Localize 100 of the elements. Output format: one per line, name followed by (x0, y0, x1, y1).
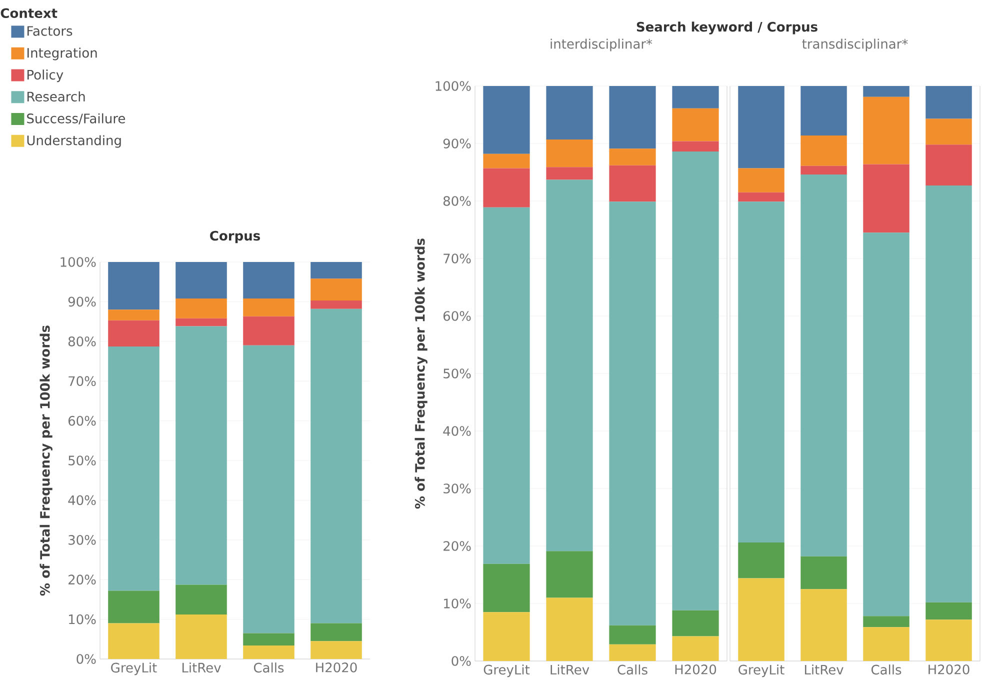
bar (926, 144, 972, 186)
y-tick-label: 70% (444, 254, 471, 264)
x-tick-label: GreyLit (484, 664, 530, 678)
bar (609, 148, 656, 166)
bar (546, 598, 593, 661)
bar (926, 118, 972, 145)
bar (176, 614, 227, 659)
bar (310, 641, 362, 659)
bar (108, 346, 160, 591)
bar (800, 135, 847, 166)
y-tick-label: 10% (69, 614, 96, 624)
y-axis-title: % of Total Frequency per 100k words (40, 326, 52, 596)
bar (243, 316, 294, 346)
chart-title: Search keyword / Corpus (636, 22, 818, 34)
bar (863, 96, 910, 164)
x-tick-label: H2020 (316, 662, 357, 672)
x-tick-label: Calls (254, 662, 284, 673)
bar (176, 298, 227, 318)
bar (483, 564, 530, 612)
y-axis-title: % of Total Frequency per 100k words (414, 238, 428, 509)
bar (483, 86, 530, 154)
y-tick-label: 80% (443, 196, 471, 206)
bar (609, 202, 656, 626)
bar (738, 192, 784, 202)
y-tick-label: 100% (60, 257, 96, 267)
bar (672, 152, 719, 610)
legend-label: Factors (27, 26, 72, 36)
bar (243, 646, 294, 659)
bar (926, 602, 972, 620)
bar (176, 262, 227, 299)
y-tick-label: 80% (68, 336, 96, 346)
bar (863, 86, 910, 97)
bar (310, 308, 362, 624)
bar (176, 318, 227, 326)
bar (483, 207, 530, 564)
bar (800, 174, 847, 556)
bar (108, 590, 160, 624)
y-tick-label: 20% (68, 574, 96, 585)
bar (672, 610, 719, 636)
bar (310, 300, 362, 309)
y-tick-label: 60% (68, 416, 96, 426)
y-tick-label: 90% (68, 296, 96, 307)
bar (483, 612, 530, 661)
bar (243, 633, 294, 646)
x-tick-label: LitRev (550, 664, 590, 675)
bar (926, 185, 972, 602)
chart-title: Corpus (210, 230, 260, 244)
y-tick-label: 30% (68, 534, 96, 545)
y-tick-label: 50% (68, 456, 96, 466)
bar (108, 310, 160, 320)
bar (800, 589, 847, 661)
x-tick-label: GreyLit (738, 664, 784, 678)
y-tick-label: 40% (68, 495, 96, 506)
bar (310, 278, 362, 301)
bar (863, 616, 910, 628)
y-tick-label: 50% (444, 368, 471, 378)
legend-title: Context (0, 8, 58, 18)
legend-label: Integration (27, 48, 97, 60)
bar (483, 168, 530, 208)
y-tick-label: 100% (436, 81, 471, 91)
x-tick-label: Calls (871, 664, 902, 675)
bar (546, 139, 593, 168)
bar (176, 326, 227, 585)
bar (738, 86, 784, 168)
bar (863, 232, 910, 616)
bar (738, 542, 784, 578)
bar (609, 644, 656, 661)
bar (863, 164, 910, 233)
bar (609, 86, 656, 149)
x-tick-label: LitRev (804, 664, 844, 675)
bar (310, 262, 362, 279)
bar (926, 620, 972, 661)
bar (546, 86, 593, 140)
legend-label: Success/Failure (27, 113, 126, 124)
bar (738, 168, 784, 192)
bar (863, 627, 910, 661)
bar (609, 625, 656, 644)
bar (672, 108, 719, 142)
bar (800, 556, 847, 590)
x-tick-label: Calls (618, 664, 648, 675)
bar (672, 86, 719, 108)
bar (108, 320, 160, 347)
chart-subtitle: transdisciplinar* (802, 38, 908, 52)
chart-subtitle: interdisciplinar* (550, 38, 652, 52)
bar (609, 165, 656, 202)
y-tick-label: 10% (444, 598, 471, 608)
bar (672, 141, 719, 152)
x-tick-label: GreyLit (111, 662, 157, 676)
bar (800, 86, 847, 136)
bar (800, 166, 847, 175)
y-tick-label: 0% (76, 654, 96, 664)
bar (546, 180, 593, 552)
legend-label: Research (27, 91, 85, 102)
bar (546, 551, 593, 598)
y-tick-label: 40% (443, 426, 471, 436)
bar (738, 578, 784, 661)
y-tick-label: 20% (444, 541, 471, 551)
legend-label: Understanding (27, 135, 121, 148)
bar (738, 202, 784, 543)
bar (926, 86, 972, 119)
